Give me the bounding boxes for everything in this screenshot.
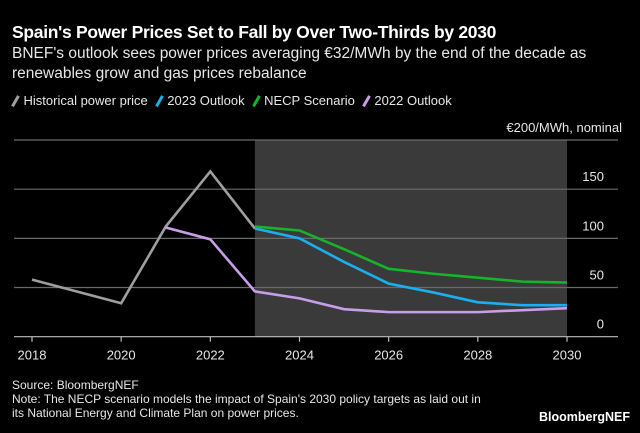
y-tick-label: 50 <box>590 268 604 283</box>
x-tick-label: 2024 <box>285 348 314 363</box>
legend: Historical power price 2023 Outlook NECP… <box>11 93 452 108</box>
series-line-2022-outlook <box>165 226 568 314</box>
source-text: Source: BloombergNEF <box>12 378 139 392</box>
x-tick-label: 2022 <box>196 348 225 363</box>
note-text: Note: The NECP scenario models the impac… <box>12 392 481 420</box>
y-axis-unit-label: €200/MWh, nominal <box>506 120 622 135</box>
x-tick-label: 2030 <box>553 348 582 363</box>
legend-label: 2023 Outlook <box>167 93 245 108</box>
y-tick-label: 150 <box>582 169 604 184</box>
series-line-2023-outlook <box>254 227 567 307</box>
x-tick-label: 2018 <box>18 348 47 363</box>
series-line-necp-scenario <box>254 225 568 284</box>
legend-label: NECP Scenario <box>264 93 355 108</box>
brand-logo: BloombergNEF <box>539 410 630 424</box>
series-line-historical-power-price <box>31 169 256 305</box>
legend-item-necp: NECP Scenario <box>251 93 355 108</box>
y-tick-label: 100 <box>582 218 604 233</box>
y-tick-label: 0 <box>597 317 604 332</box>
footer: Source: BloombergNEF Note: The NECP scen… <box>12 378 492 420</box>
chart-subtitle: BNEF's outlook sees power prices averagi… <box>12 45 587 82</box>
x-tick-label: 2028 <box>463 348 492 363</box>
legend-item-historical: Historical power price <box>11 93 148 108</box>
legend-label: 2022 Outlook <box>374 93 452 108</box>
legend-item-2023-outlook: 2023 Outlook <box>154 93 245 108</box>
legend-label: Historical power price <box>23 93 148 108</box>
x-tick-label: 2020 <box>107 348 136 363</box>
legend-item-2022-outlook: 2022 Outlook <box>362 93 452 108</box>
x-tick-label: 2026 <box>374 348 403 363</box>
chart-title: Spain's Power Prices Set to Fall by Over… <box>12 22 497 42</box>
